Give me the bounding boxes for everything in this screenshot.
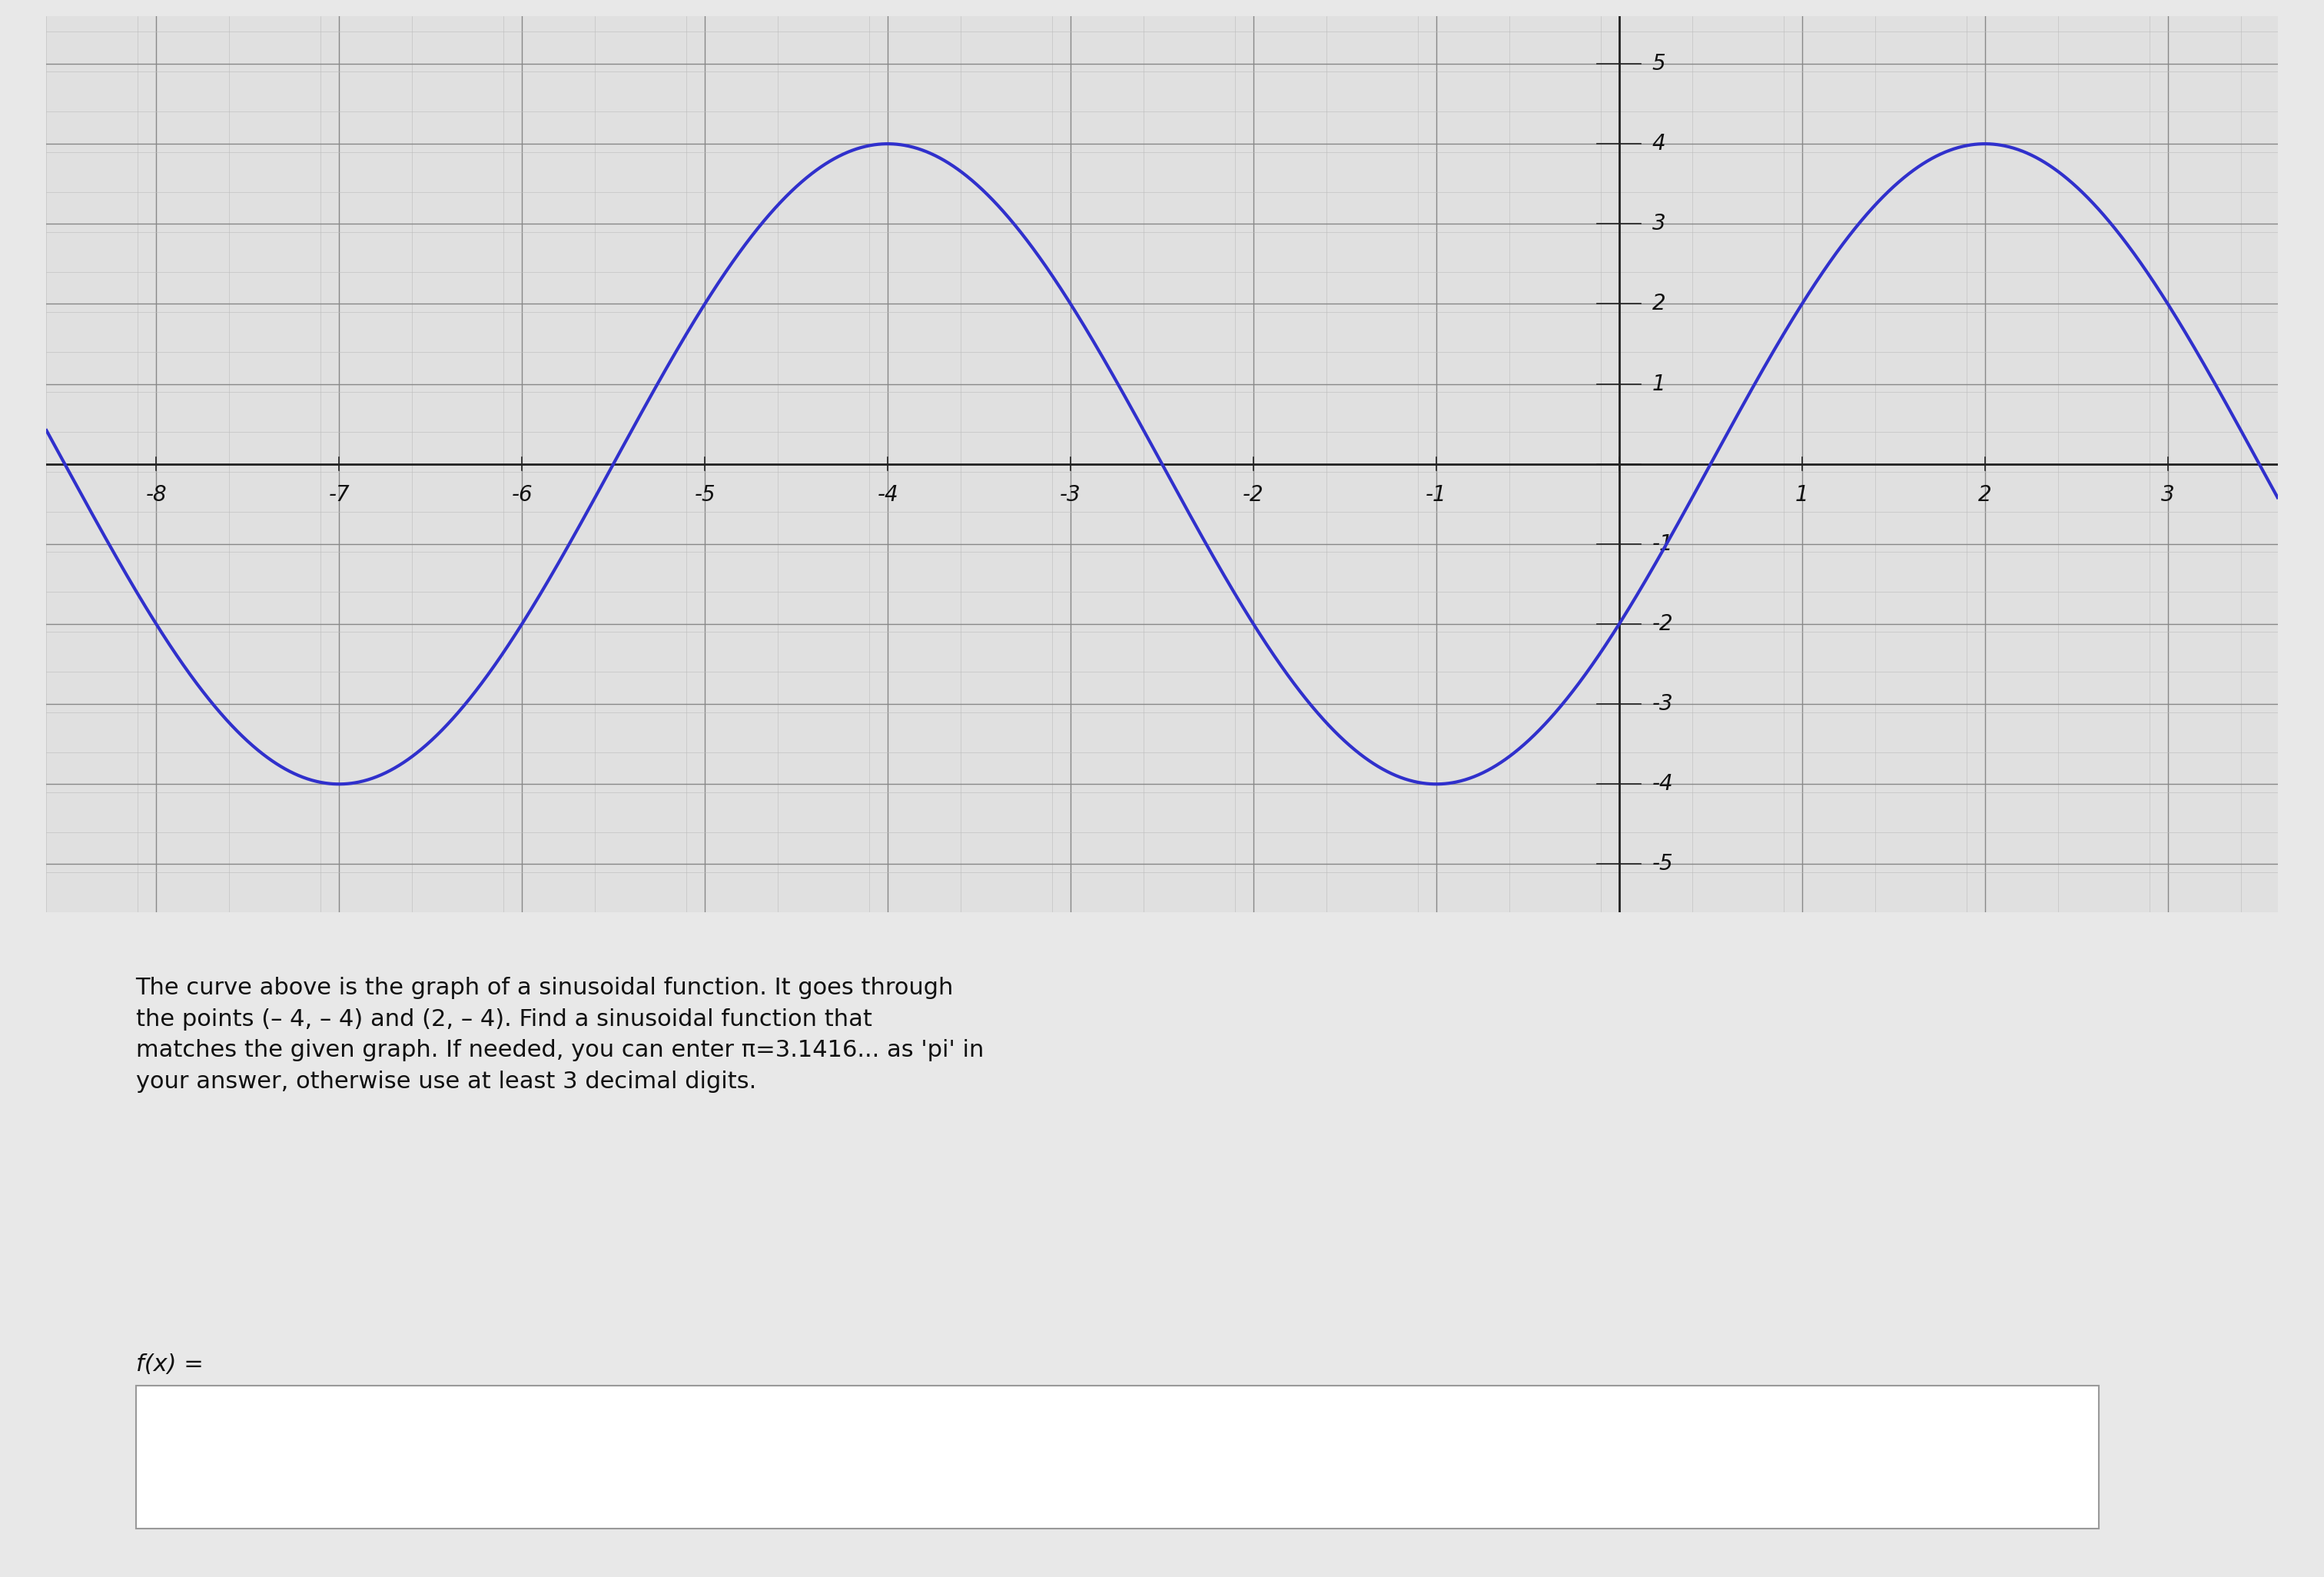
FancyBboxPatch shape xyxy=(135,1386,2099,1528)
Text: The curve above is the graph of a sinusoidal function. It goes through
the point: The curve above is the graph of a sinuso… xyxy=(135,978,983,1093)
Text: 1: 1 xyxy=(1652,374,1666,394)
Text: -6: -6 xyxy=(511,484,532,506)
Text: -4: -4 xyxy=(1652,773,1673,795)
Text: 2: 2 xyxy=(1978,484,1992,506)
Text: f(x) =: f(x) = xyxy=(135,1353,202,1375)
Text: -3: -3 xyxy=(1060,484,1081,506)
Text: -2: -2 xyxy=(1652,613,1673,636)
Text: 5: 5 xyxy=(1652,54,1666,74)
Text: 4: 4 xyxy=(1652,132,1666,155)
Text: -3: -3 xyxy=(1652,694,1673,714)
Text: -5: -5 xyxy=(1652,853,1673,875)
Text: -7: -7 xyxy=(328,484,349,506)
Text: 3: 3 xyxy=(2161,484,2175,506)
Text: -2: -2 xyxy=(1243,484,1264,506)
Text: -8: -8 xyxy=(146,484,167,506)
Text: -1: -1 xyxy=(1652,533,1673,555)
Text: -5: -5 xyxy=(695,484,716,506)
Text: -4: -4 xyxy=(876,484,899,506)
Text: 2: 2 xyxy=(1652,293,1666,315)
Text: 1: 1 xyxy=(1794,484,1808,506)
Text: -1: -1 xyxy=(1425,484,1448,506)
Text: 3: 3 xyxy=(1652,213,1666,235)
